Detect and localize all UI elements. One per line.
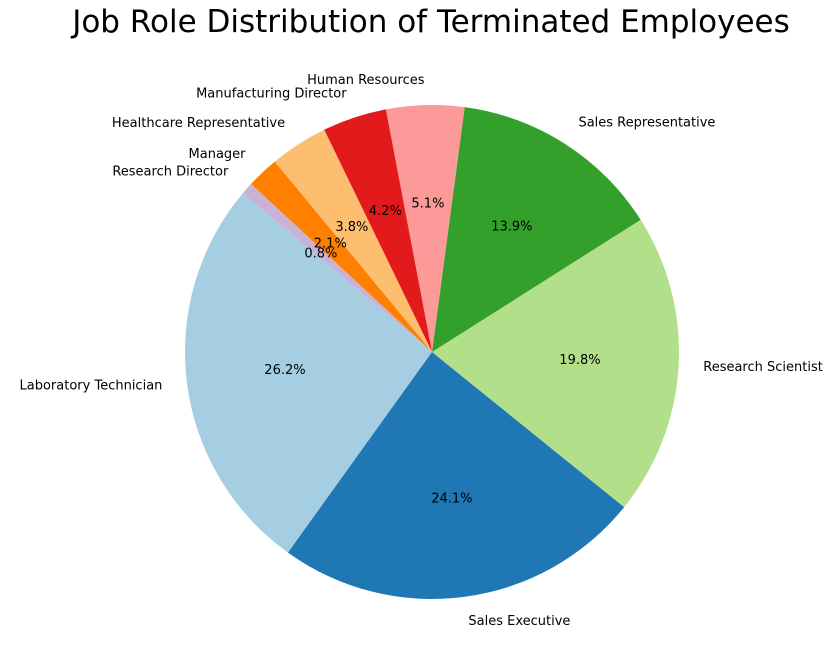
pie-pct-label-research-scientist: 19.8% <box>559 353 600 368</box>
pie-category-label-sales-executive: Sales Executive <box>468 614 570 629</box>
pie-pct-label-healthcare-representative: 3.8% <box>335 220 368 235</box>
pie-category-label-manufacturing-director: Manufacturing Director <box>196 87 347 102</box>
pie-slice-human-resources <box>385 104 465 352</box>
pie-category-label-healthcare-representative: Healthcare Representative <box>112 116 285 131</box>
pie-category-label-human-resources: Human Resources <box>307 73 425 88</box>
pie-category-label-research-director: Research Director <box>112 165 229 180</box>
pie-pct-label-laboratory-technician: 26.2% <box>264 363 305 378</box>
pie-category-label-sales-representative: Sales Representative <box>578 116 715 131</box>
pie-pct-label-research-director: 0.8% <box>304 246 337 261</box>
pie-slice-sales-representative <box>432 107 641 352</box>
pie-pct-label-sales-representative: 13.9% <box>491 220 532 235</box>
pie-category-label-manager: Manager <box>189 147 247 162</box>
pie-slice-healthcare-representative <box>274 129 432 352</box>
pie-slice-sales-executive <box>287 352 625 600</box>
pie-slice-research-director <box>242 183 432 352</box>
pie-pct-label-sales-executive: 24.1% <box>431 491 472 506</box>
pie-pct-label-manufacturing-director: 4.2% <box>369 204 402 219</box>
pie-slice-laboratory-technician <box>184 193 432 553</box>
chart-title: Job Role Distribution of Terminated Empl… <box>72 4 790 40</box>
pie-slice-manufacturing-director <box>324 109 432 352</box>
pie-pct-label-manager: 2.1% <box>314 237 347 252</box>
pie-pct-label-human-resources: 5.1% <box>411 196 444 211</box>
pie-slice-manager <box>251 161 432 352</box>
pie-slice-research-scientist <box>432 219 679 508</box>
pie-category-label-research-scientist: Research Scientist <box>703 360 823 375</box>
pie-category-label-laboratory-technician: Laboratory Technician <box>20 378 163 393</box>
